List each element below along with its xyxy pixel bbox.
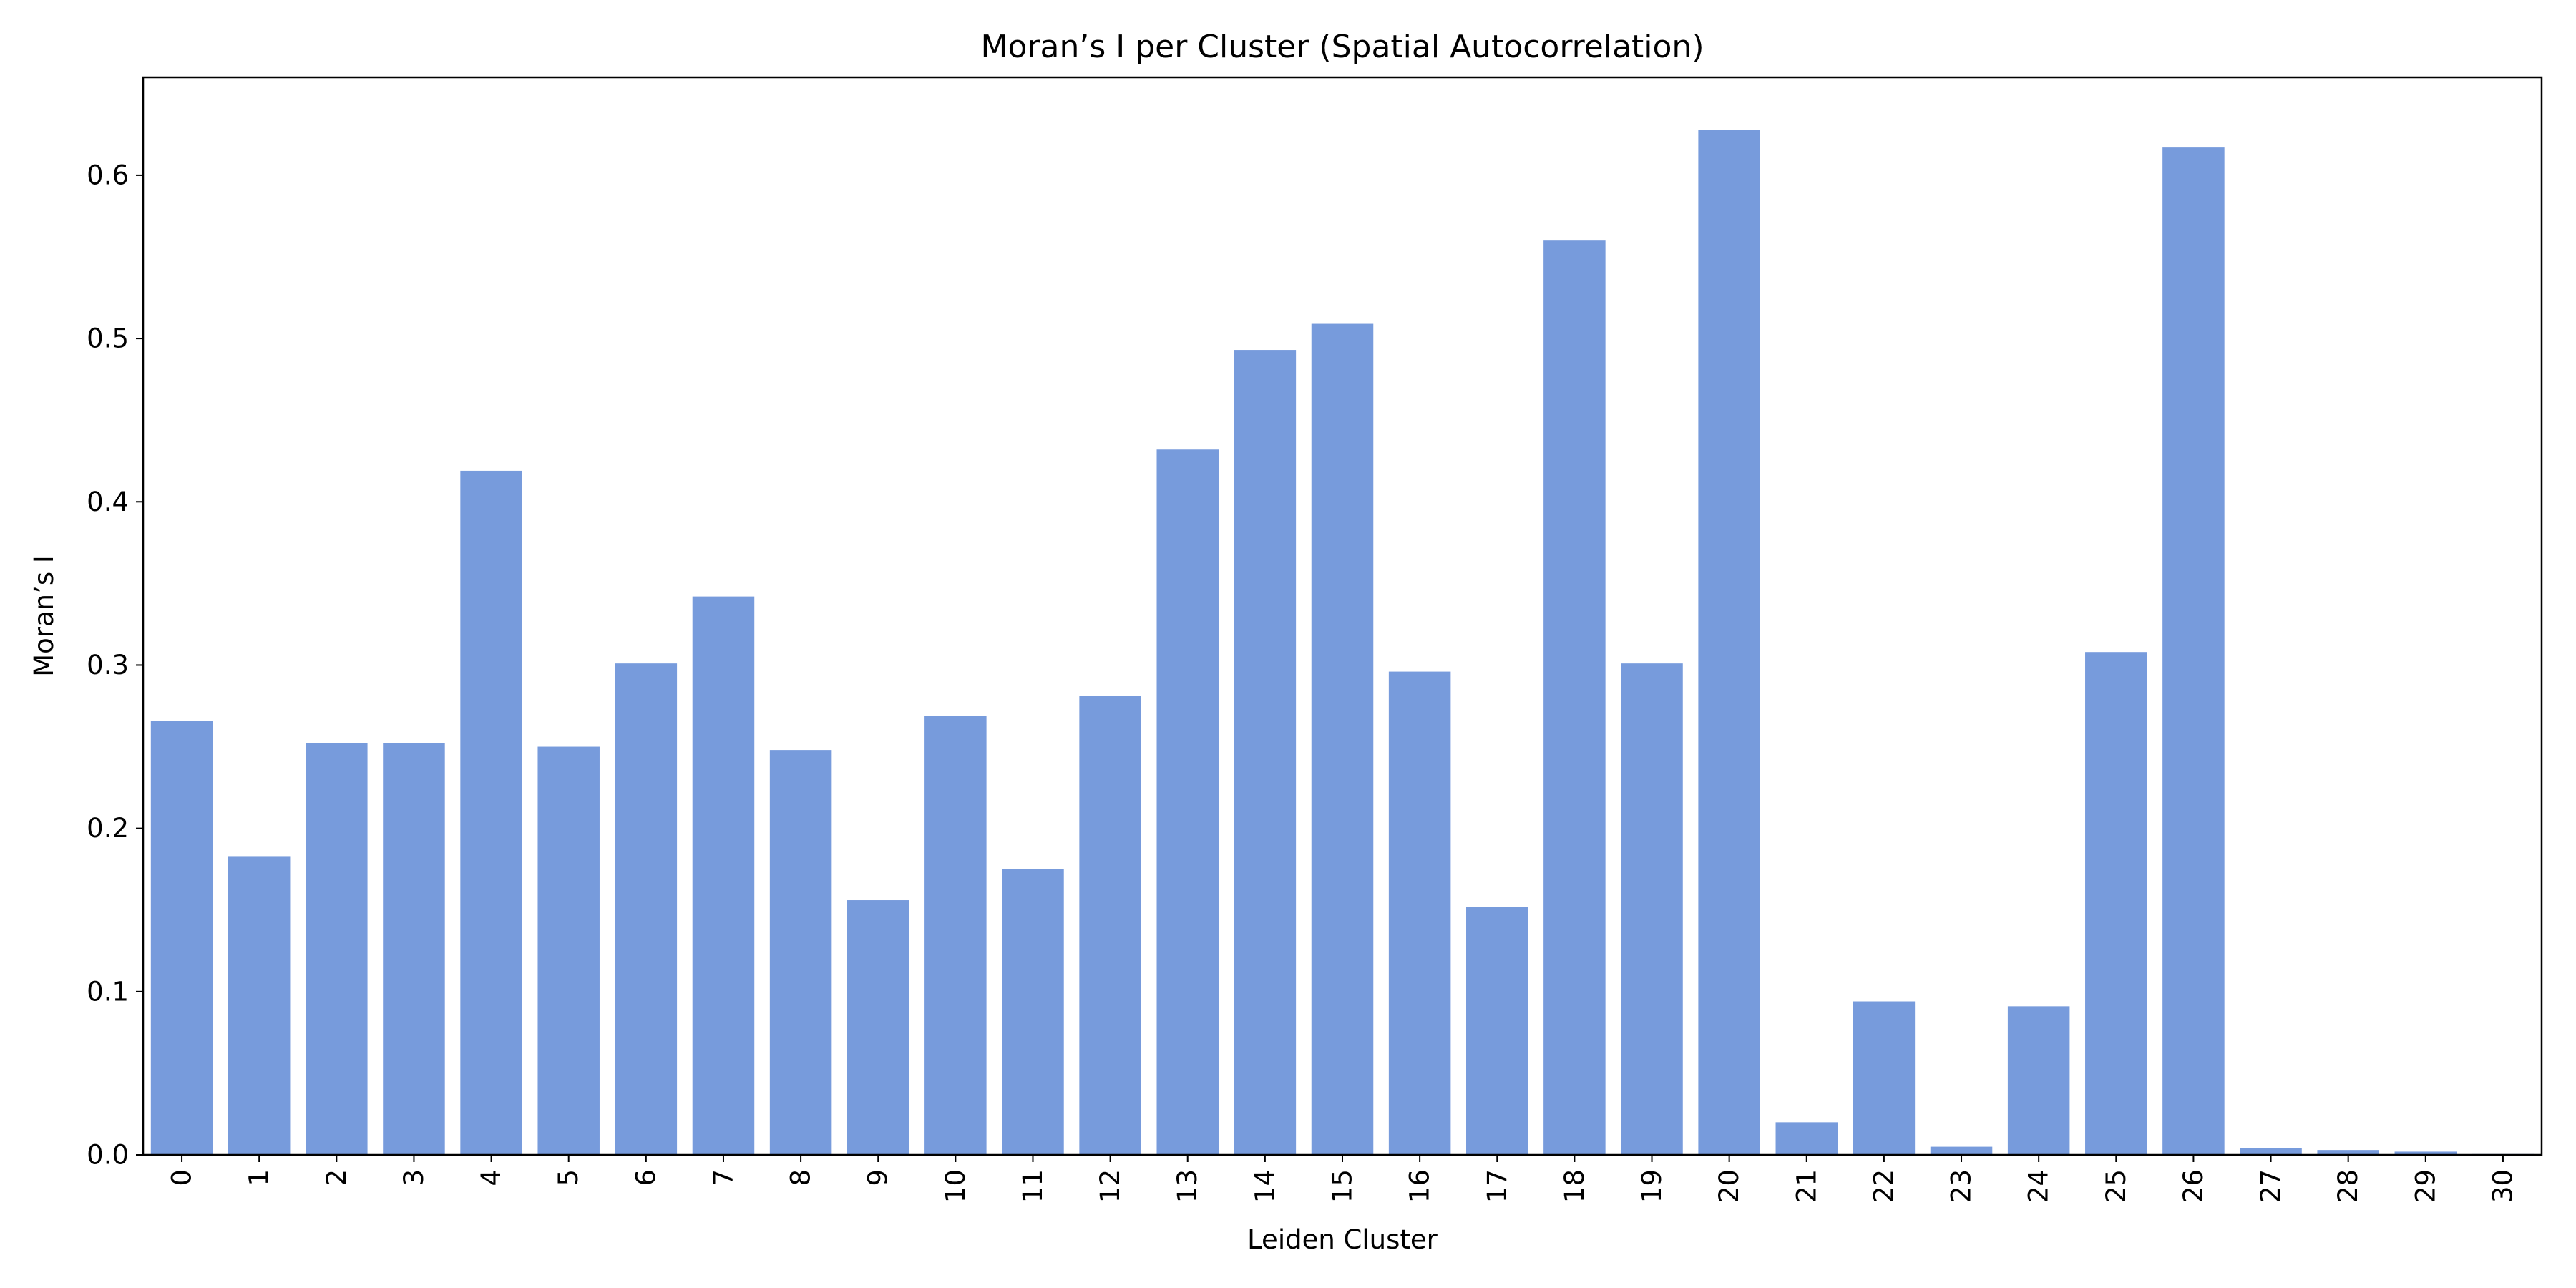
- x-tick-label: 6: [630, 1169, 661, 1186]
- x-tick-label: 1: [244, 1169, 275, 1186]
- x-tick-label: 5: [553, 1169, 584, 1186]
- bar-cluster-5: [537, 746, 600, 1155]
- y-tick-label: 0.2: [87, 813, 129, 844]
- x-tick-label: 29: [2410, 1169, 2441, 1203]
- bar-cluster-19: [1621, 663, 1683, 1155]
- x-tick-label: 15: [1327, 1169, 1358, 1203]
- x-axis-label: Leiden Cluster: [1247, 1224, 1438, 1255]
- y-tick-label: 0.4: [87, 487, 129, 517]
- bar-cluster-12: [1079, 696, 1141, 1155]
- x-tick-label: 7: [708, 1169, 738, 1186]
- y-tick-label: 0.6: [87, 160, 129, 190]
- bar-cluster-10: [924, 716, 987, 1155]
- x-tick-label: 20: [1714, 1169, 1745, 1203]
- bars-group: [150, 130, 2534, 1156]
- bar-cluster-27: [2240, 1148, 2302, 1155]
- bar-cluster-4: [460, 470, 522, 1155]
- bar-cluster-8: [769, 750, 832, 1155]
- x-tick-label: 26: [2178, 1169, 2209, 1203]
- chart-title: Moran’s I per Cluster (Spatial Autocorre…: [981, 29, 1704, 65]
- bar-cluster-21: [1775, 1122, 1838, 1155]
- x-tick-label: 16: [1405, 1169, 1435, 1203]
- x-tick-label: 4: [476, 1169, 507, 1186]
- bar-cluster-2: [306, 743, 368, 1155]
- bar-cluster-23: [1930, 1146, 1993, 1155]
- bar-cluster-13: [1156, 449, 1219, 1155]
- bar-cluster-9: [847, 900, 909, 1155]
- bar-cluster-14: [1234, 350, 1297, 1156]
- x-tick-label: 28: [2333, 1169, 2363, 1203]
- bar-cluster-0: [150, 721, 213, 1155]
- y-tick-label: 0.3: [87, 650, 129, 680]
- y-axis: 0.0 0.1 0.2 0.3 0.4 0.5 0.6: [87, 160, 143, 1171]
- x-tick-label: 23: [1946, 1169, 1977, 1203]
- x-tick-label: 14: [1249, 1169, 1280, 1203]
- x-tick-label: 24: [2024, 1169, 2054, 1203]
- x-tick-label: 22: [1868, 1169, 1899, 1203]
- y-axis-label: Moran’s I: [29, 555, 59, 677]
- x-tick-label: 3: [399, 1169, 429, 1186]
- x-tick-label: 17: [1482, 1169, 1513, 1203]
- x-tick-label: 2: [321, 1169, 352, 1186]
- y-tick-label: 0.1: [87, 976, 129, 1007]
- bar-cluster-1: [228, 856, 291, 1155]
- bar-cluster-29: [2394, 1151, 2457, 1155]
- bar-cluster-16: [1388, 671, 1451, 1155]
- bar-cluster-11: [1002, 869, 1064, 1155]
- x-tick-label: 12: [1095, 1169, 1126, 1203]
- x-tick-label: 25: [2101, 1169, 2132, 1203]
- bar-cluster-24: [2007, 1006, 2070, 1155]
- x-tick-label: 27: [2255, 1169, 2286, 1203]
- x-tick-label: 21: [1791, 1169, 1822, 1203]
- x-tick-label: 18: [1559, 1169, 1590, 1203]
- y-tick-label: 0.5: [87, 323, 129, 354]
- x-tick-label: 10: [940, 1169, 971, 1203]
- x-axis: 0 1 2 3 4 5 6 7 8 9 10 11 12 13 14 15 16 17 18 19 20 21 22 23 24…: [167, 1155, 2518, 1203]
- bar-cluster-20: [1698, 130, 1760, 1155]
- bar-cluster-18: [1543, 240, 1606, 1155]
- bar-cluster-26: [2162, 147, 2225, 1156]
- x-tick-label: 8: [786, 1169, 816, 1186]
- y-tick-label: 0.0: [87, 1140, 129, 1171]
- x-tick-label: 30: [2487, 1169, 2518, 1203]
- x-tick-label: 0: [167, 1169, 197, 1186]
- bar-cluster-6: [615, 663, 678, 1155]
- bar-cluster-28: [2317, 1150, 2379, 1155]
- plot-frame: [142, 76, 2543, 1156]
- bar-cluster-7: [692, 596, 755, 1155]
- bar-cluster-15: [1311, 323, 1374, 1155]
- bar-cluster-22: [1853, 1001, 1916, 1155]
- bar-cluster-17: [1466, 907, 1528, 1155]
- x-tick-label: 19: [1636, 1169, 1667, 1203]
- x-tick-label: 11: [1018, 1169, 1048, 1203]
- bar-cluster-3: [383, 743, 445, 1155]
- x-tick-label: 9: [863, 1169, 894, 1186]
- x-tick-label: 13: [1172, 1169, 1203, 1203]
- bar-cluster-25: [2085, 652, 2147, 1155]
